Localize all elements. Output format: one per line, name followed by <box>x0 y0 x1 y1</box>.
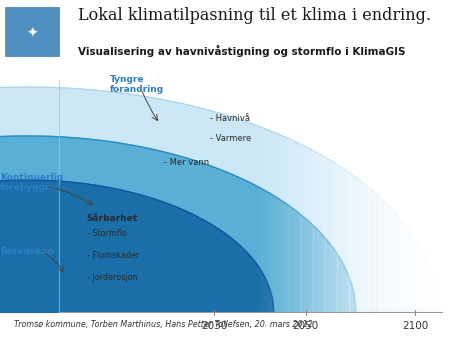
Text: - Stormflo: - Stormflo <box>86 229 126 238</box>
Text: Visualisering av havnivåstigning og stormflo i KlimaGIS: Visualisering av havnivåstigning og stor… <box>77 45 404 57</box>
Text: - Mer vann: - Mer vann <box>164 158 209 167</box>
FancyBboxPatch shape <box>5 7 59 56</box>
Polygon shape <box>0 180 273 312</box>
Text: Kontinuerlig
forebygging: Kontinuerlig forebygging <box>0 173 63 192</box>
Text: 2030: 2030 <box>201 321 227 332</box>
Text: Lokal klimatilpasning til et klima i endring.: Lokal klimatilpasning til et klima i end… <box>77 7 430 24</box>
Text: - Varmere: - Varmere <box>209 134 250 142</box>
Text: - Flomskader: - Flomskader <box>86 251 139 260</box>
Text: Tromsø kommune, Torben Marthinus, Hans Petter Tollefsen, 20. mars 2012: Tromsø kommune, Torben Marthinus, Hans P… <box>14 320 312 329</box>
Text: 2100: 2100 <box>401 321 427 332</box>
Text: Tyngre
forandring: Tyngre forandring <box>109 75 163 94</box>
Text: Sårbarhet: Sårbarhet <box>86 214 137 223</box>
Text: 2050: 2050 <box>292 321 318 332</box>
Polygon shape <box>0 136 355 312</box>
Text: - Jorderosjon: - Jorderosjon <box>86 273 137 282</box>
Text: - Havnivå: - Havnivå <box>209 114 249 123</box>
Polygon shape <box>0 87 437 312</box>
Text: Beredskap: Beredskap <box>0 246 54 256</box>
Text: ✦: ✦ <box>26 27 38 41</box>
